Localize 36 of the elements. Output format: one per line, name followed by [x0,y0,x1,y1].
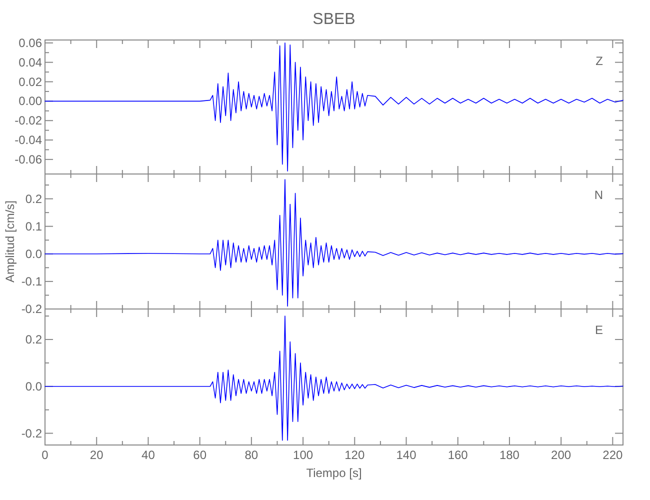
line-series [44,316,624,441]
annotation: E [594,323,603,337]
x-tick-label: 160 [448,448,468,462]
x-tick-label: 140 [396,448,417,462]
x-tick-label: 40 [142,448,156,462]
line-series [44,179,624,307]
x-tick-label: 80 [244,448,258,462]
y-axis-title: Amplitud [cm/s] [3,200,17,283]
x-tick-label: 20 [90,448,104,462]
y-tick-label: -0.02 [14,114,42,128]
x-tick-label: 180 [499,448,520,462]
y-tick-label: -0.2 [21,426,42,440]
y-tick-label: -0.2 [21,302,42,316]
y-tick-label: 0.0 [25,246,42,261]
x-tick-label: 100 [293,448,314,462]
x-tick-label: 200 [551,448,572,462]
y-tick-label: 0.04 [18,55,42,70]
x-axis-title: Tiempo [s] [306,466,362,480]
y-tick-label: -0.04 [14,133,42,148]
y-tick-label: 0.00 [18,94,42,108]
x-tick-label: 120 [344,448,365,462]
y-tick-label: 0.2 [25,192,42,206]
line-series [44,42,624,172]
x-tick-label: 220 [602,448,624,462]
annotation: Z [596,54,603,68]
x-tick-label: 0 [42,448,49,462]
y-tick-label: 0.1 [25,219,42,234]
y-tick-label: 0.0 [25,379,42,394]
annotation: N [594,188,603,202]
y-tick-label: 0.02 [18,74,42,89]
y-tick-label: 0.2 [25,332,42,346]
x-tick-label: 60 [193,448,207,462]
y-tick-label: -0.1 [21,274,42,288]
y-tick-label: -0.06 [14,152,42,166]
y-tick-label: 0.06 [18,36,42,50]
chart-title: SBEB [312,11,356,28]
